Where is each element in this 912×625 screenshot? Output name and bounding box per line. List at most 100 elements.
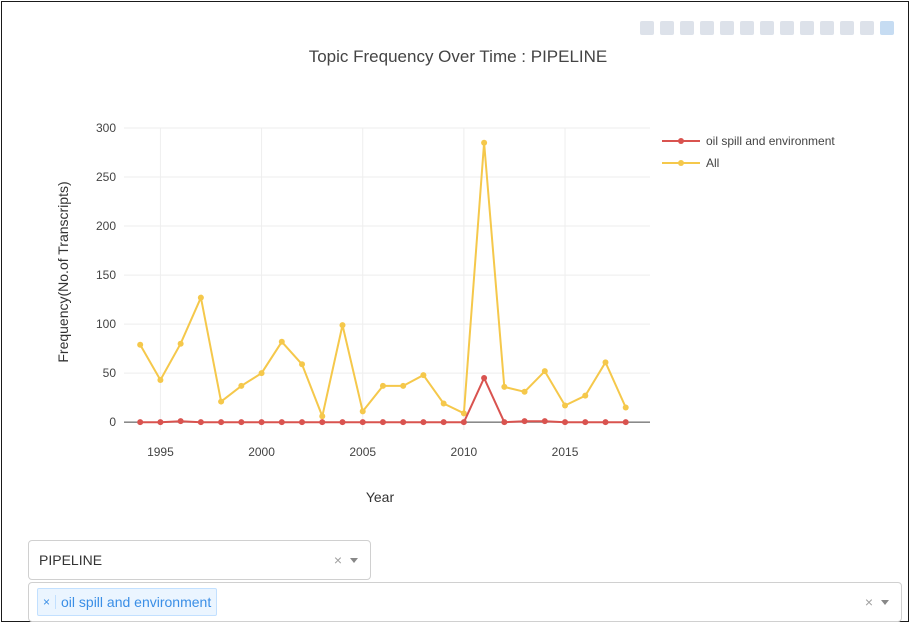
data-point [420,419,427,426]
data-point [400,419,407,426]
data-point [278,419,285,426]
data-point [359,408,366,415]
chip-remove-icon[interactable]: × [38,595,57,609]
series-line [139,142,627,420]
data-point [339,419,346,426]
topic-clear-icon[interactable]: × [333,552,342,568]
data-point [379,382,386,389]
legend-marker [678,160,684,166]
plotly-logo-icon[interactable] [880,21,894,35]
data-point [460,419,467,426]
axes: 0 50 100 150 200 250 300 1995 2000 2005 2010 2015 [96,121,579,459]
data-point [157,376,164,383]
topic-select-value: PIPELINE [39,552,103,568]
data-point [420,372,427,379]
data-point [481,375,488,382]
data-point [218,419,225,426]
data-point [501,383,508,390]
zoom-in-icon[interactable] [740,21,754,35]
x-tick-label: 2005 [349,445,376,459]
legend-label: oil spill and environment [706,134,835,148]
chip-label: oil spill and environment [61,594,212,610]
chart-title: Topic Frequency Over Time : PIPELINE [309,47,608,66]
lasso-select-icon[interactable] [720,21,734,35]
series-layer [137,139,629,426]
data-point [137,341,144,348]
data-point [602,419,609,426]
x-tick-label: 1995 [147,445,174,459]
data-point [379,419,386,426]
topic-select[interactable]: PIPELINE × [28,540,371,580]
data-point [622,404,629,411]
data-point [319,419,326,426]
hover-compare-icon[interactable] [860,21,874,35]
y-tick-label: 50 [103,366,117,380]
data-point [197,419,204,426]
data-point [258,370,265,377]
y-axis-title: Frequency(No.of Transcripts) [55,181,71,362]
data-point [562,402,569,409]
data-point [218,398,225,405]
y-tick-label: 0 [109,415,116,429]
hover-closest-icon[interactable] [840,21,854,35]
spike-lines-icon[interactable] [820,21,834,35]
data-point [460,410,467,417]
data-point [541,368,548,375]
subtopic-clear-icon[interactable]: × [864,594,873,610]
subtopic-chip: × oil spill and environment [37,588,218,616]
data-point [238,382,245,389]
data-point [562,419,569,426]
data-point [541,418,548,425]
data-point [339,322,346,329]
data-point [157,419,164,426]
camera-icon[interactable] [640,21,654,35]
zoom-out-icon[interactable] [760,21,774,35]
data-point [501,419,508,426]
data-point [521,418,528,425]
box-select-icon[interactable] [700,21,714,35]
reset-axes-icon[interactable] [800,21,814,35]
y-tick-label: 100 [96,317,116,331]
x-tick-label: 2010 [451,445,478,459]
x-axis-title: Year [366,489,395,505]
data-point [177,340,184,347]
data-point [602,359,609,366]
y-tick-label: 250 [96,170,116,184]
data-point [481,139,488,146]
autoscale-icon[interactable] [780,21,794,35]
data-point [299,419,306,426]
data-point [299,361,306,368]
y-tick-label: 300 [96,121,116,135]
data-point [622,419,629,426]
data-point [440,419,447,426]
pan-icon[interactable] [680,21,694,35]
data-point [197,294,204,301]
grid-lines [124,127,650,430]
data-point [582,392,589,399]
legend-label: All [706,156,719,170]
zoom-icon[interactable] [660,21,674,35]
topic-dropdown-arrow-icon[interactable] [350,557,358,563]
data-point [440,400,447,407]
data-point [258,419,265,426]
data-point [582,419,589,426]
data-point [359,419,366,426]
legend: oil spill and environment All [662,134,835,170]
data-point [319,413,326,420]
data-point [137,419,144,426]
subtopic-dropdown-arrow-icon[interactable] [881,599,889,605]
x-tick-label: 2015 [552,445,579,459]
y-tick-label: 150 [96,268,116,282]
y-tick-label: 200 [96,219,116,233]
plot-modebar [640,18,894,38]
legend-marker [678,138,684,144]
data-point [521,388,528,395]
data-point [177,418,184,425]
data-point [238,419,245,426]
data-point [400,382,407,389]
x-tick-label: 2000 [248,445,275,459]
data-point [278,338,285,345]
line-chart: Topic Frequency Over Time : PIPELINE 0 50… [55,47,835,505]
subtopic-multiselect[interactable]: × oil spill and environment × [28,582,902,622]
